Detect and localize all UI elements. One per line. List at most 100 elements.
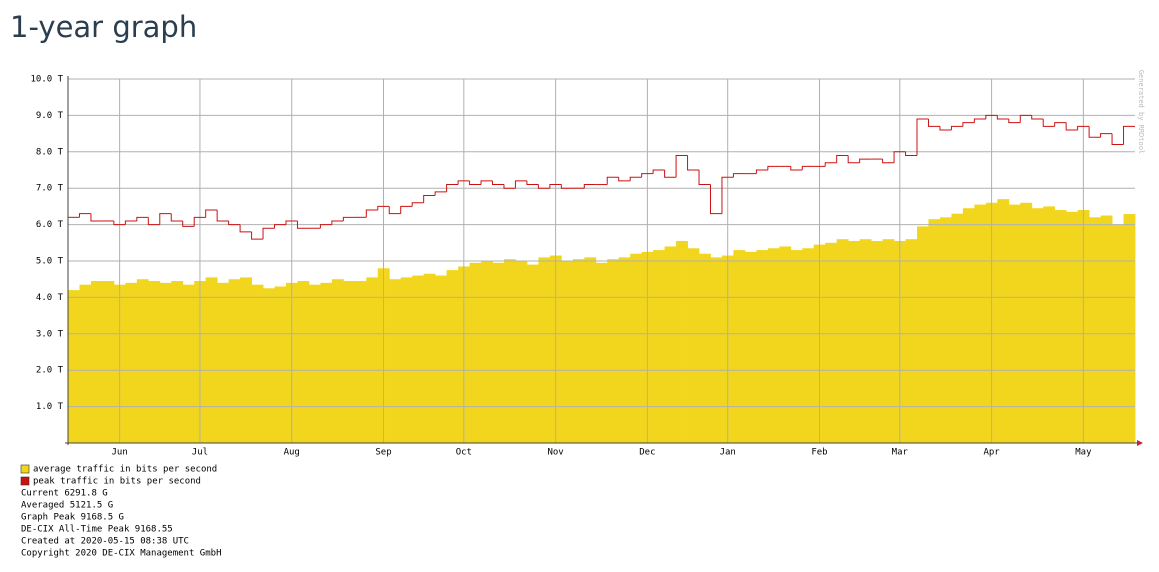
y-tick-label: 9.0 T [36,111,64,121]
peak-step [687,155,700,171]
x-tick-label: Aug [284,448,300,458]
average-bar [68,290,80,443]
average-bar [917,226,929,443]
peak-step [1065,122,1078,131]
x-tick-label: Oct [456,448,472,458]
x-tick-label: Feb [811,448,827,458]
x-tick-label: Nov [547,448,563,458]
peak-step [824,162,837,167]
y-tick-label: 4.0 T [36,293,64,303]
info-line: Current 6291.8 G [21,489,108,499]
average-bar [733,250,746,443]
peak-step [90,213,103,222]
peak-step [514,180,527,189]
legend-label: average traffic in bits per second [33,465,217,475]
average-bar [263,288,275,443]
average-bar [331,279,344,443]
peak-step [606,176,619,185]
peak-step [193,216,206,227]
peak-step [492,180,504,186]
peak-step [1123,125,1135,145]
x-tick-label: Sep [375,448,391,458]
peak-step [78,213,91,218]
peak-step [503,184,516,189]
peak-step [882,159,895,164]
peak-step [962,122,975,127]
peak-step [205,209,218,218]
average-bar [240,277,252,443]
average-bar [481,261,493,443]
peak-step [709,184,722,215]
info-line: Created at 2020-05-15 08:38 UTC [21,537,189,547]
average-bar [389,279,402,443]
average-bar [1054,210,1067,443]
peak-step [641,173,654,178]
average-bar [710,257,723,443]
peak-step [905,151,918,156]
peak-step [560,184,573,189]
average-bar [435,275,448,443]
peak-step [664,170,677,178]
average-bar [492,262,505,443]
average-bar [159,282,172,443]
y-tick-label: 6.0 T [36,220,64,230]
peak-step [1100,133,1113,138]
average-bar [630,253,643,443]
x-tick-label: Dec [639,448,655,458]
average-bar [595,262,608,443]
y-tick-label: 5.0 T [36,257,64,267]
info-line: Averaged 5121.5 G [21,501,113,511]
average-bar [572,259,585,443]
peak-step [1111,133,1124,146]
average-bar [744,251,757,443]
average-bar [1043,206,1056,443]
peak-step [801,165,814,170]
average-bar [1123,214,1136,443]
average-bar [90,281,103,443]
peak-step [985,114,998,120]
average-bar [928,219,941,443]
peak-step [893,151,906,163]
average-bar [515,261,528,443]
average-bar [423,273,436,443]
average-bar [974,204,987,443]
peak-step [698,170,711,186]
average-bar [939,217,952,443]
peak-step [113,220,126,226]
legend-label: peak traffic in bits per second [33,477,201,487]
peak-step [388,206,401,215]
average-bar [251,284,264,443]
peak-step [939,126,952,131]
average-bar [366,277,379,443]
average-bar [1100,215,1113,443]
info-line: Graph Peak 9168.5 G [21,513,124,523]
peak-step [446,184,459,192]
peak-step [319,224,332,229]
average-bar [503,259,516,443]
peak-step [847,155,860,164]
peak-step [262,227,275,240]
x-axis-arrow [1137,440,1143,446]
x-tick-label: Jun [111,448,127,458]
average-bar [446,270,459,443]
peak-step [159,213,172,225]
peak-step [927,119,940,127]
peak-step [457,180,470,185]
average-bar [538,257,551,443]
average-bar [779,246,792,443]
peak-step [767,165,780,170]
peak-step [732,173,745,178]
average-bar [297,281,310,443]
average-bar [526,264,539,443]
average-bar [171,281,184,443]
average-bar [1066,211,1079,443]
average-bar [1089,217,1101,443]
peak-step [216,210,229,222]
peak-step [790,166,803,171]
peak-step [147,217,160,226]
peak-step [1008,119,1021,124]
average-bar [217,282,230,443]
peak-step [228,220,241,226]
